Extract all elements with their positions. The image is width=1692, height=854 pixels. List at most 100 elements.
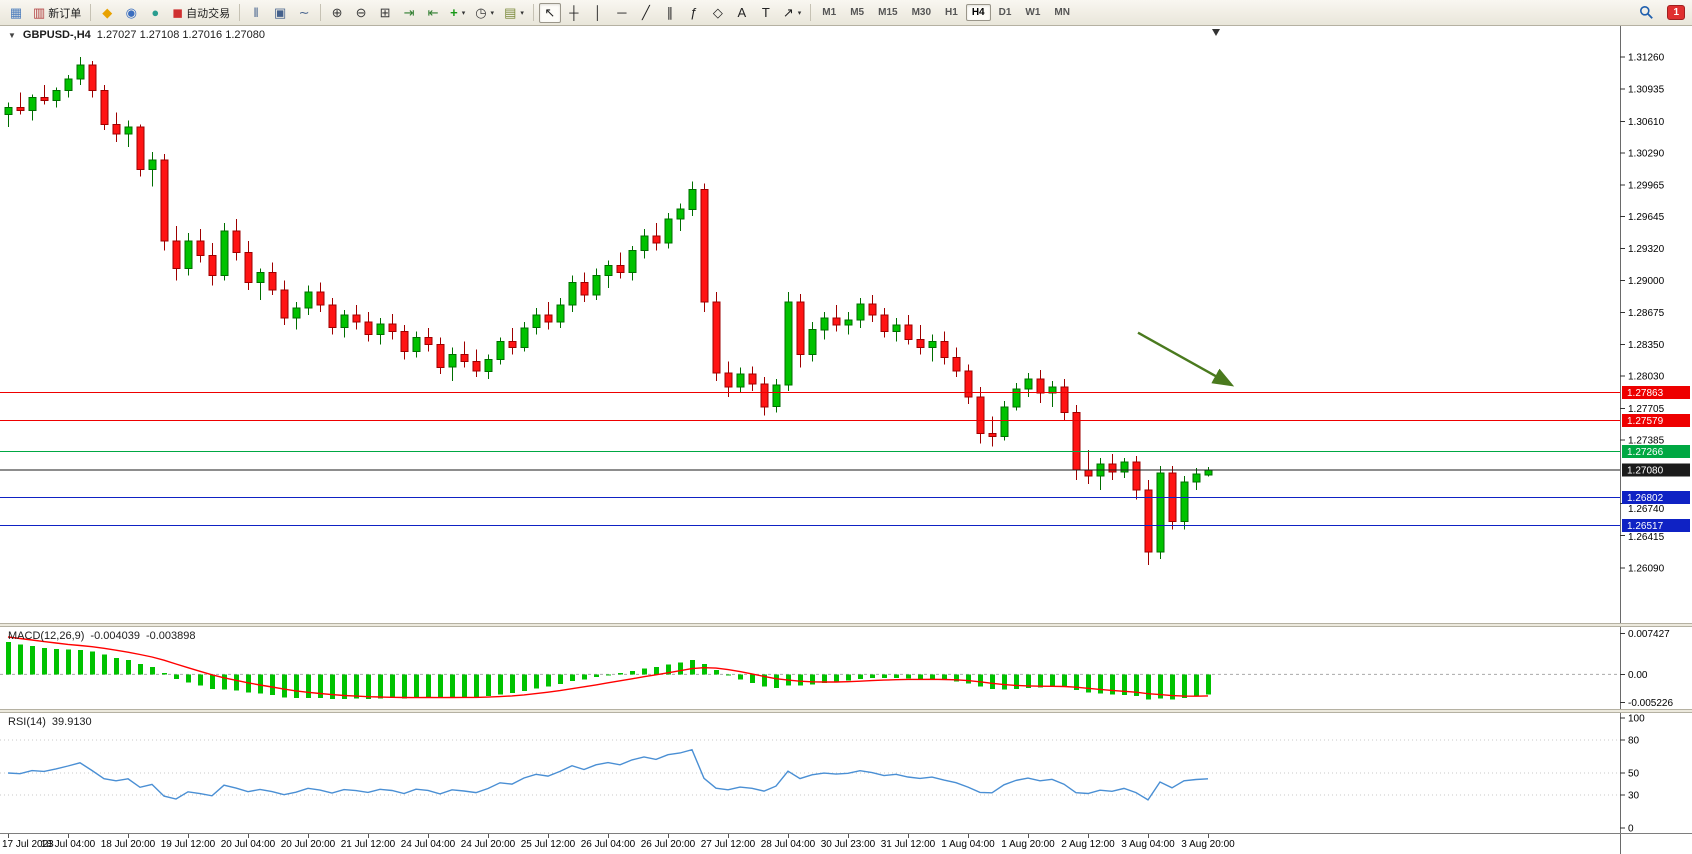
time-label: 17 Jul 2023: [2, 839, 54, 850]
trendline-button[interactable]: ╱: [635, 3, 657, 23]
text-label-button[interactable]: T: [755, 3, 777, 23]
time-tick: [968, 834, 969, 838]
svg-text:1.26740: 1.26740: [1628, 504, 1665, 515]
shapes-button[interactable]: ◇: [707, 3, 729, 23]
profile-button[interactable]: ◉: [120, 3, 142, 23]
svg-text:1.27863: 1.27863: [1627, 388, 1664, 399]
zoom-out-button[interactable]: ⊖: [350, 3, 372, 23]
templates-button[interactable]: ▤ ▾: [500, 3, 528, 23]
time-tick: [128, 834, 129, 838]
fibonacci-button[interactable]: ƒ: [683, 3, 705, 23]
crosshair-icon: ┼: [569, 5, 579, 20]
svg-text:1.27705: 1.27705: [1628, 404, 1665, 415]
trendline-icon: ╱: [641, 5, 650, 20]
timeframe-m5-button[interactable]: M5: [850, 7, 865, 18]
mql5-button[interactable]: ◆: [96, 3, 118, 23]
svg-text:1.29320: 1.29320: [1628, 244, 1665, 255]
time-label: 3 Aug 20:00: [1181, 839, 1235, 850]
text-button[interactable]: A: [731, 3, 753, 23]
time-label: 24 Jul 04:00: [400, 839, 456, 850]
timeframe-m30-button[interactable]: M30: [911, 7, 932, 18]
vertical-line-button[interactable]: │: [587, 3, 609, 23]
shift-end-marker[interactable]: [1212, 29, 1220, 36]
toolbar-separator: [810, 4, 812, 21]
svg-text:1.30935: 1.30935: [1628, 85, 1665, 96]
timeframe-w1-button[interactable]: W1: [1025, 7, 1041, 18]
new-order-button[interactable]: ▥ 新订单: [29, 3, 85, 23]
time-tick: [188, 834, 189, 838]
macd-signal-line: [7, 636, 1209, 699]
panel-separator[interactable]: [0, 623, 1692, 627]
time-label: 1 Aug 20:00: [1001, 839, 1055, 850]
periods-button[interactable]: ◷ ▾: [471, 3, 498, 23]
time-label: 30 Jul 23:00: [820, 839, 876, 850]
svg-text:1.27080: 1.27080: [1627, 466, 1664, 477]
time-label: 18 Jul 04:00: [40, 839, 96, 850]
time-tick: [548, 834, 549, 838]
toolbar-buttons: ▦ ▥ 新订单 ◆ ◉ ● ◼ 自动交易 ‖ ▣ ∼ ⊕ ⊖ ⊞ ⇥ ⇤ + ▾ ◷ ▾ ▤ ▾ ↖ ┼ │ ─ ╱ ∥ ƒ ◇ A T ↗ ▾: [4, 2, 815, 23]
zoom-in-button[interactable]: ⊕: [326, 3, 348, 23]
time-tick: [908, 834, 909, 838]
arrows-button[interactable]: ↗ ▾: [779, 3, 805, 23]
time-label: 31 Jul 12:00: [880, 839, 936, 850]
crosshair-button[interactable]: ┼: [563, 3, 585, 23]
svg-text:0.007427: 0.007427: [1628, 629, 1670, 640]
time-tick: [8, 834, 9, 838]
toolbar-separator: [90, 4, 92, 21]
time-tick: [428, 834, 429, 838]
toolbar: ▦ ▥ 新订单 ◆ ◉ ● ◼ 自动交易 ‖ ▣ ∼ ⊕ ⊖ ⊞ ⇥ ⇤ + ▾ ◷ ▾ ▤ ▾ ↖ ┼ │ ─ ╱ ∥ ƒ ◇ A T ↗ ▾ …: [0, 0, 1692, 26]
channel-button[interactable]: ∥: [659, 3, 681, 23]
chart-plot-area[interactable]: [0, 26, 1620, 623]
svg-text:1.27579: 1.27579: [1627, 416, 1664, 427]
auto-trading-button-label: 自动交易: [186, 7, 231, 20]
tile-windows-button[interactable]: ⊞: [374, 3, 396, 23]
dropdown-caret-icon: ▾: [461, 9, 466, 17]
price-axis[interactable]: 1.31260 1.30935 1.30610 1.30290 1.29965 1.296…: [1620, 26, 1690, 623]
market-button[interactable]: ●: [144, 3, 166, 23]
timeframe-d1-button[interactable]: D1: [998, 7, 1012, 18]
timeframe-m15-button[interactable]: M15: [878, 7, 898, 18]
time-tick: [1208, 834, 1209, 838]
svg-text:-0.005226: -0.005226: [1628, 698, 1673, 709]
auto-scroll-button[interactable]: ⇥: [398, 3, 420, 23]
time-label: 20 Jul 04:00: [220, 839, 276, 850]
panel-separator[interactable]: [0, 709, 1692, 713]
line-chart-button[interactable]: ∼: [293, 3, 315, 23]
toolbar-separator: [320, 4, 322, 21]
svg-text:1.29000: 1.29000: [1628, 276, 1665, 287]
timeframe-h1-button[interactable]: H1: [945, 7, 958, 18]
notification-badge[interactable]: 1: [1667, 5, 1685, 20]
rsi-plot-area[interactable]: [0, 713, 1620, 833]
timeframe-m1-button[interactable]: M1: [822, 7, 837, 18]
timeframe-buttons: M1 M5 M15 M30 H1 H4 D1 W1 MN: [815, 4, 1077, 21]
new-chart-button[interactable]: ▦: [5, 3, 27, 23]
auto-trading-button[interactable]: ◼ 自动交易: [168, 3, 234, 23]
candlestick-chart-button[interactable]: ▣: [269, 3, 291, 23]
new-chart-icon: ▦: [9, 5, 23, 20]
cursor-button[interactable]: ↖: [538, 2, 561, 23]
time-tick: [788, 834, 789, 838]
timeframe-mn-button[interactable]: MN: [1054, 7, 1070, 18]
svg-text:30: 30: [1628, 791, 1640, 802]
timeframe-h4-button[interactable]: H4: [965, 4, 991, 21]
time-label: 27 Jul 12:00: [700, 839, 756, 850]
chart-shift-button[interactable]: ⇤: [422, 3, 444, 23]
fibonacci-icon: ƒ: [690, 5, 698, 20]
rsi-axis[interactable]: 100 80 50 30 0: [1620, 713, 1645, 833]
line-chart-icon: ∼: [298, 5, 310, 20]
horizontal-level-lines[interactable]: [0, 392, 1620, 527]
time-axis[interactable]: 17 Jul 2023 18 Jul 04:00 18 Jul 20:00 19 Ju…: [0, 833, 1692, 854]
indicators-button[interactable]: + ▾: [446, 3, 469, 23]
price-level-tag: 1.27266: [1622, 445, 1690, 459]
arrows-icon: ↗: [782, 5, 794, 20]
horizontal-line-button[interactable]: ─: [611, 3, 633, 23]
trend-arrow-object[interactable]: [1137, 331, 1235, 387]
time-tick: [488, 834, 489, 838]
horizontal-line-icon: ─: [617, 5, 627, 20]
macd-plot-area[interactable]: [0, 627, 1620, 709]
macd-axis[interactable]: 0.007427 0.00 -0.005226: [1620, 627, 1673, 709]
text-icon: A: [737, 5, 747, 20]
search-button[interactable]: [1635, 3, 1658, 23]
svg-text:1.31260: 1.31260: [1628, 53, 1665, 64]
bar-chart-button[interactable]: ‖: [245, 3, 267, 23]
